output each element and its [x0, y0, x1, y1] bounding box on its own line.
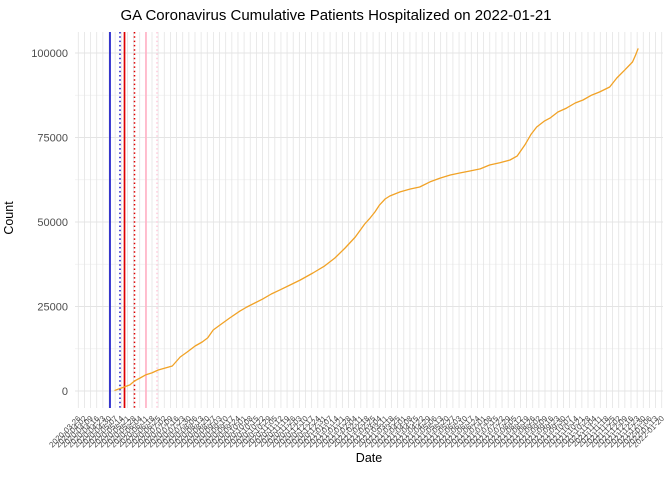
y-tick-label: 100000 [31, 48, 68, 60]
y-tick-label: 75000 [37, 133, 68, 145]
data-line-cumulative-hospitalized [114, 48, 639, 391]
y-tick-label: 0 [62, 386, 68, 398]
y-axis-title: Count [2, 201, 16, 235]
x-axis-title: Date [356, 451, 382, 465]
y-tick-label: 50000 [37, 217, 68, 229]
plot-generated-layers: 2020-03-262020-04-022020-04-092020-04-16… [31, 32, 667, 449]
chart-title: GA Coronavirus Cumulative Patients Hospi… [120, 7, 552, 24]
y-tick-label: 25000 [37, 302, 68, 314]
